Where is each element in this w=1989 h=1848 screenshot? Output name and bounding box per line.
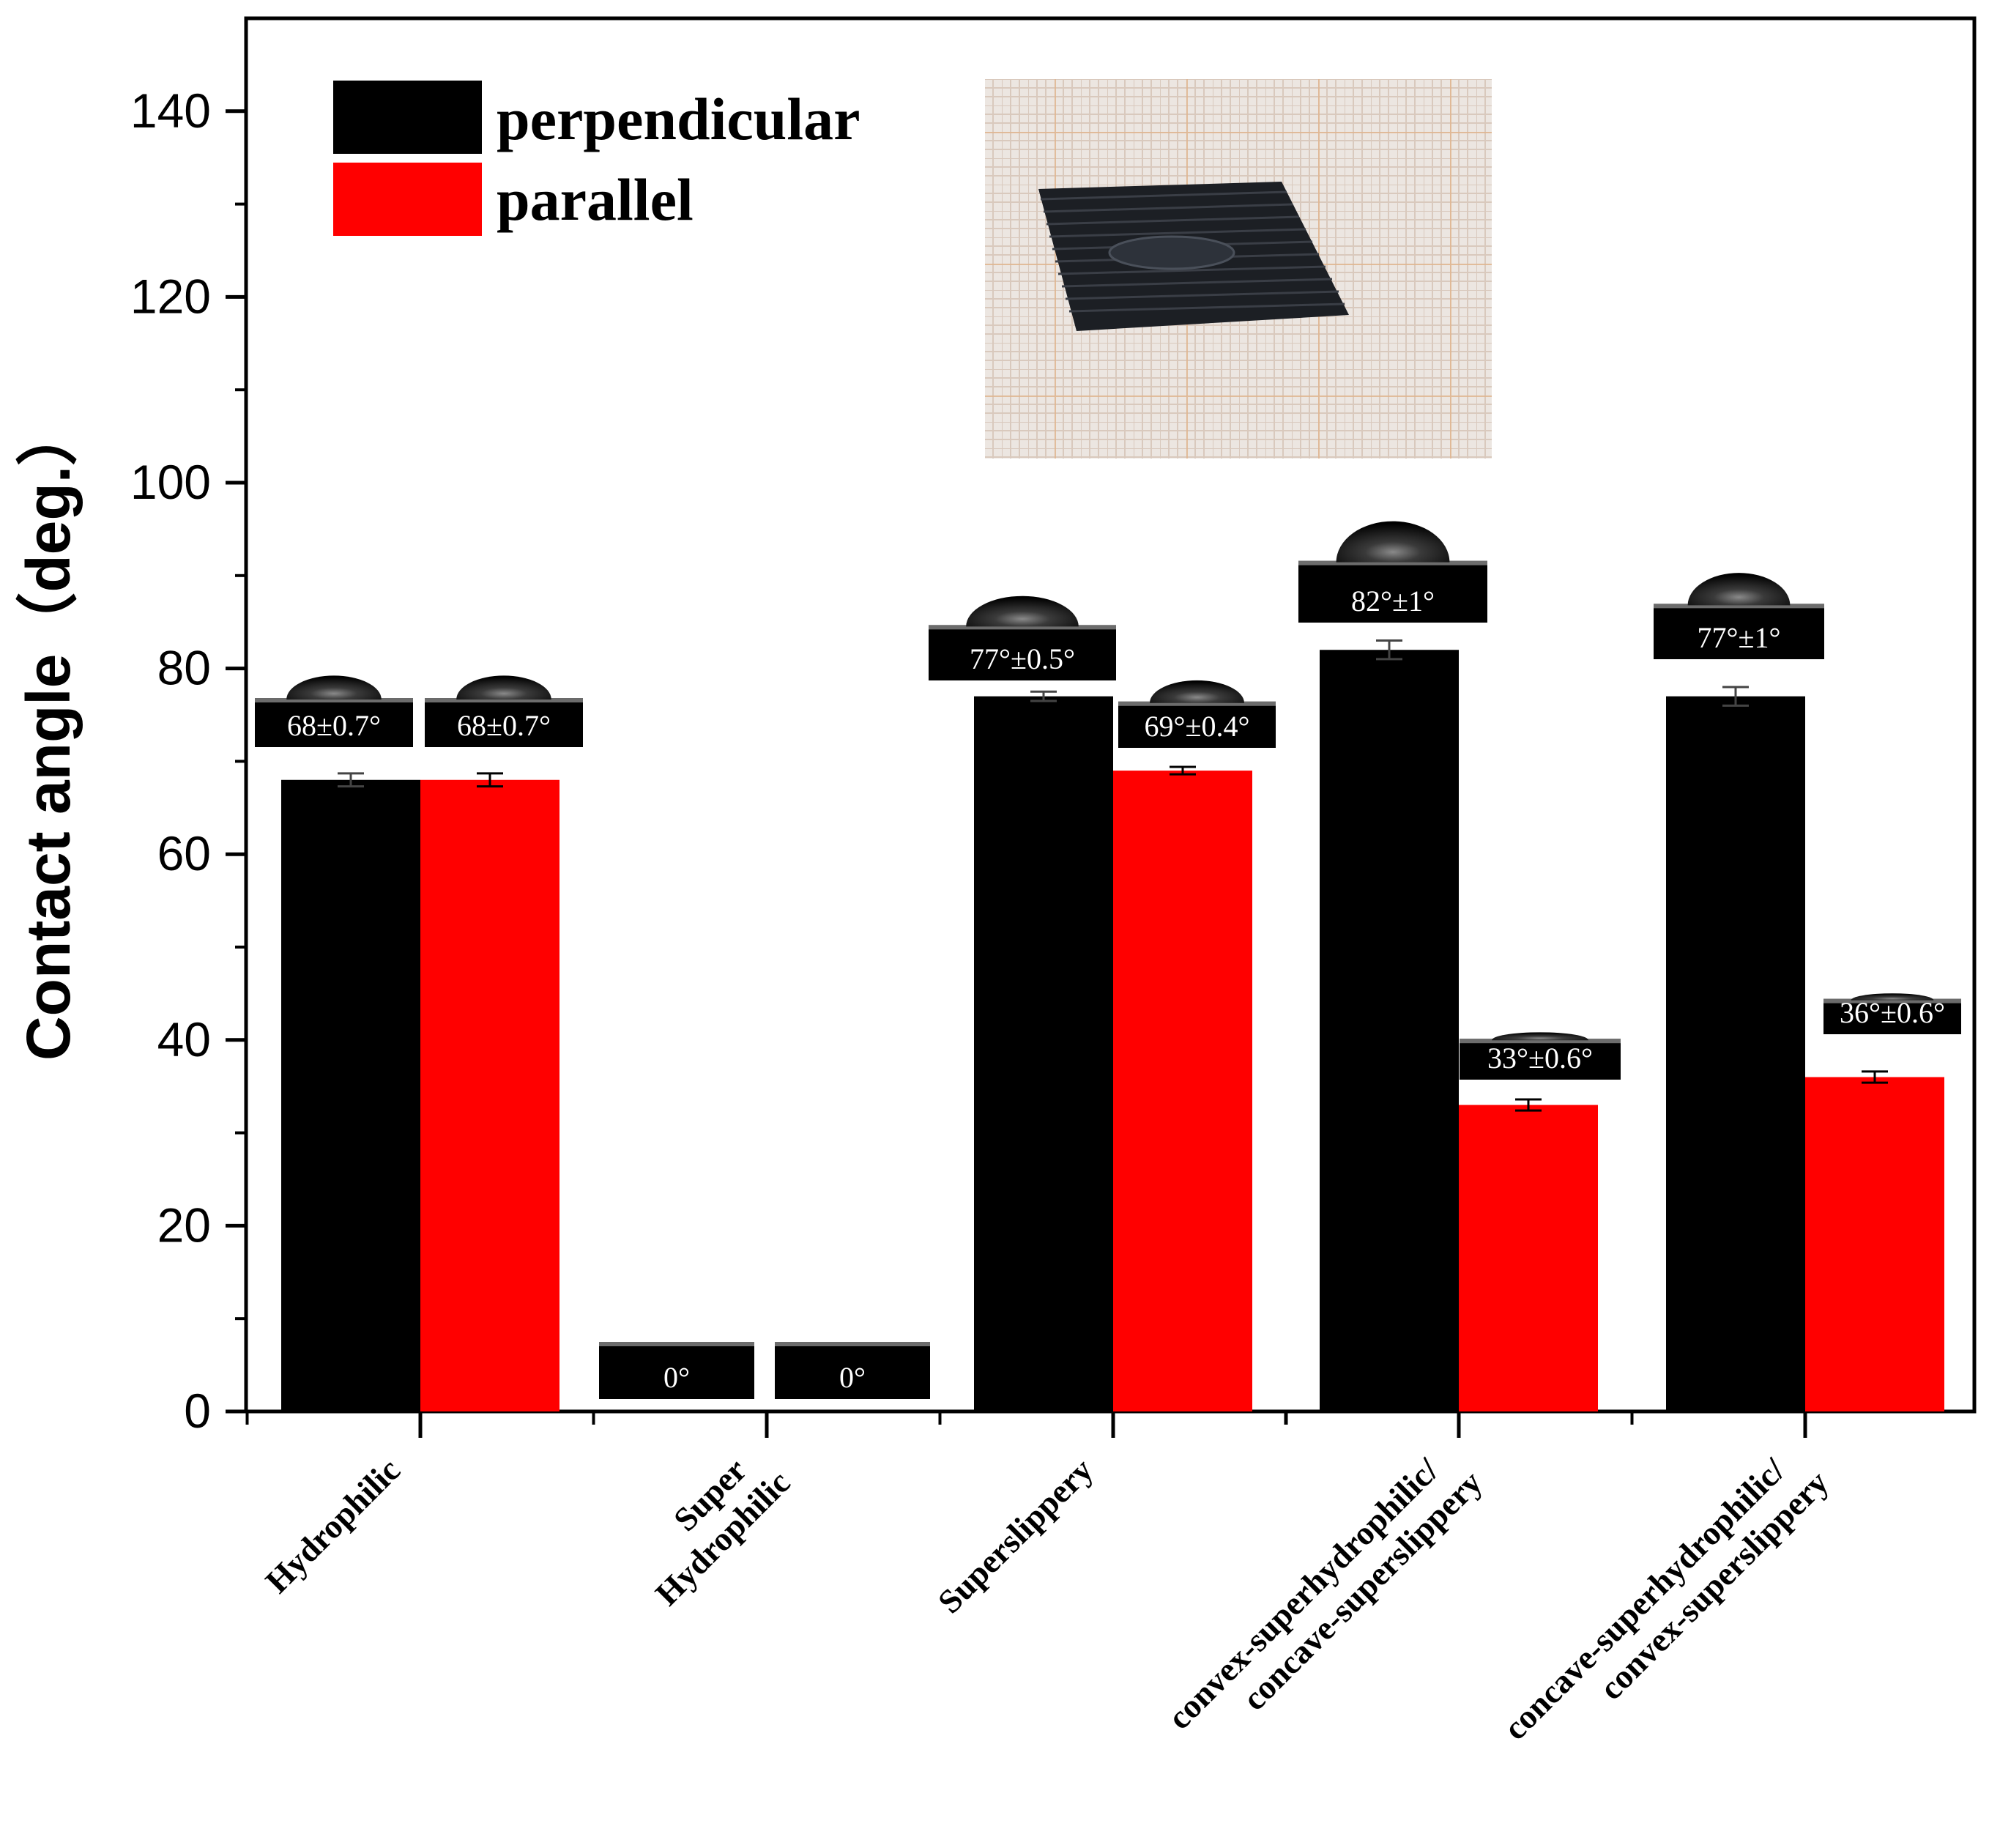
droplet-image-perpendicular: 77°±1° (1654, 573, 1824, 659)
droplet-image-parallel: 69°±0.4° (1118, 680, 1276, 748)
droplet-angle-label: 68±0.7° (457, 709, 551, 742)
error-bar (1722, 686, 1749, 707)
bar-parallel (420, 779, 559, 1411)
category-label: Superslippery (931, 1451, 1100, 1620)
y-tick-label: 80 (157, 641, 211, 695)
droplet-image-perpendicular: 68±0.7° (255, 675, 413, 747)
category-label-line: concave-superslippery (1235, 1463, 1490, 1718)
inset-photo (985, 79, 1492, 459)
droplet-image-parallel: 36°±0.6° (1823, 993, 1961, 1034)
droplet-angle-label: 77°±0.5° (970, 642, 1075, 675)
y-tick-label: 20 (157, 1198, 211, 1252)
category-label: Hydrophilic (259, 1451, 408, 1600)
error-bar (1030, 690, 1057, 702)
error-bar (477, 772, 503, 788)
droplet-image-parallel: 33°±0.6° (1460, 1032, 1621, 1080)
y-tick-label: 120 (130, 269, 211, 323)
y-axis-ticks: 0 20 40 60 80 100 120 140 (130, 84, 246, 1438)
error-bar (1862, 1070, 1888, 1084)
category-label-line: Hydrophilic (259, 1451, 408, 1600)
legend-label-perpendicular: perpendicular (497, 86, 860, 152)
y-tick-label: 40 (157, 1012, 211, 1066)
y-tick-label: 100 (130, 455, 211, 509)
category-label-line: convex-superslippery (1592, 1463, 1835, 1707)
bar-perpendicular (1666, 696, 1805, 1411)
y-axis-label: Contact angle（deg.） (14, 404, 83, 1061)
legend-label-parallel: parallel (497, 166, 694, 233)
y-tick-label: 0 (184, 1384, 211, 1438)
droplet-angle-label: 0° (663, 1361, 690, 1394)
droplet-angle-label: 36°±0.6° (1840, 996, 1945, 1029)
legend-swatch-parallel (333, 163, 482, 236)
legend: perpendicular parallel (333, 81, 860, 236)
bar-perpendicular (974, 696, 1113, 1411)
y-tick-label: 140 (130, 84, 211, 138)
bar-parallel (1113, 771, 1252, 1411)
droplet-image-perpendicular: 82°±1° (1298, 521, 1487, 623)
droplet-angle-label: 82°±1° (1351, 585, 1435, 617)
bar-perpendicular (281, 779, 420, 1411)
category-label: convex-superhydrophilic/concave-supersli… (1160, 1450, 1490, 1737)
bar-parallel (1459, 1105, 1598, 1411)
droplet-angle-label: 77°±1° (1698, 621, 1781, 654)
droplet-image-parallel: 68±0.7° (425, 675, 583, 747)
error-bar (1170, 765, 1196, 776)
droplet-angle-label: 69°±0.4° (1145, 710, 1250, 743)
category-label-line: concave-superhydrophilic/ (1496, 1450, 1793, 1747)
bar-perpendicular (1320, 650, 1459, 1411)
droplet-image-parallel: 0° (775, 1342, 930, 1399)
category-label-line: convex-superhydrophilic/ (1160, 1450, 1446, 1737)
droplet-angle-label: 68±0.7° (287, 709, 381, 742)
droplet-image-perpendicular: 0° (599, 1342, 754, 1399)
droplet-image-perpendicular: 77°±0.5° (929, 595, 1116, 680)
inset-photo-droplet (1108, 235, 1235, 270)
droplet-images: 68±0.7° 0° 77°±0.5° 82°±1° 77°±1° 68±0.7° 0° 69… (255, 521, 1961, 1399)
bars (281, 639, 1944, 1411)
bar-parallel (1805, 1077, 1944, 1411)
x-axis-ticks (245, 1411, 1807, 1438)
error-bar (1515, 1098, 1542, 1112)
y-tick-label: 60 (157, 826, 211, 880)
legend-swatch-perpendicular (333, 81, 482, 154)
category-label-line: Superslippery (931, 1451, 1100, 1620)
category-label: concave-superhydrophilic/convex-supersli… (1496, 1450, 1836, 1747)
droplet-angle-label: 33°±0.6° (1487, 1042, 1593, 1075)
error-bar (1376, 639, 1402, 661)
droplet-angle-label: 0° (839, 1361, 866, 1394)
error-bar (338, 772, 364, 788)
